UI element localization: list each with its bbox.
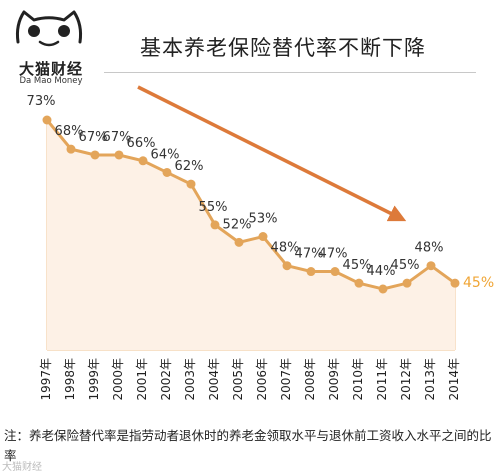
footnote: 注：养老保险替代率是指劳动者退休时的养老金领取水平与退休前工资收入水平之间的比率 bbox=[4, 428, 492, 463]
data-label: 67% bbox=[79, 130, 108, 145]
x-tick-label: 2010年 bbox=[351, 358, 365, 401]
data-label: 62% bbox=[175, 159, 204, 174]
value-labels: 73%68%67%67%66%64%62%55%52%53%48%47%47%4… bbox=[27, 94, 495, 291]
x-tick-label: 1999年 bbox=[87, 358, 101, 401]
data-point bbox=[42, 115, 52, 125]
x-tick-label: 1997年 bbox=[39, 358, 53, 401]
data-label: 45% bbox=[343, 258, 372, 273]
data-point bbox=[354, 278, 364, 288]
data-label: 47% bbox=[319, 247, 348, 262]
data-point bbox=[210, 220, 220, 230]
x-tick-label: 2006年 bbox=[255, 358, 269, 401]
brand-name: 大猫财经 bbox=[18, 60, 83, 78]
x-tick-label: 2013年 bbox=[423, 358, 437, 401]
data-point bbox=[282, 261, 292, 271]
data-label: 67% bbox=[103, 130, 132, 145]
data-point bbox=[66, 144, 76, 154]
data-point bbox=[234, 237, 244, 247]
area-fill bbox=[47, 120, 455, 350]
line-chart: 73%68%67%67%66%64%62%55%52%53%48%47%47%4… bbox=[27, 85, 495, 401]
data-point bbox=[114, 150, 124, 160]
trend-arrow bbox=[137, 85, 407, 222]
data-label: 47% bbox=[295, 247, 324, 262]
data-point bbox=[138, 156, 148, 166]
data-label: 44% bbox=[367, 264, 396, 279]
x-tick-labels: 1997年 1998年 1999年 2000年 2001年 2002年 2003年 2004年… bbox=[39, 358, 461, 401]
brand-name-en: Da Mao Money bbox=[19, 76, 83, 86]
x-tick-label: 2004年 bbox=[207, 358, 221, 401]
data-label: 53% bbox=[249, 212, 278, 227]
data-label: 45% bbox=[391, 258, 420, 273]
x-tick-label: 2014年 bbox=[447, 358, 461, 401]
x-tick-label: 2001年 bbox=[135, 358, 149, 401]
title-divider bbox=[104, 72, 476, 73]
chart-title: 基本养老保险替代率不断下降 bbox=[140, 36, 426, 60]
x-tick-label: 2008年 bbox=[303, 358, 317, 401]
data-point bbox=[186, 179, 196, 189]
data-point bbox=[450, 278, 460, 288]
data-point bbox=[306, 267, 316, 277]
data-point bbox=[330, 267, 340, 277]
x-tick-label: 2000年 bbox=[111, 358, 125, 401]
data-label: 48% bbox=[271, 241, 300, 256]
x-tick-label: 2012年 bbox=[399, 358, 413, 401]
data-label: 45% bbox=[463, 275, 494, 291]
watermark: 大猫财经 bbox=[2, 462, 42, 473]
data-point bbox=[162, 167, 172, 177]
data-label: 52% bbox=[223, 217, 252, 232]
data-label: 73% bbox=[27, 94, 56, 109]
x-tick-label: 1998年 bbox=[63, 358, 77, 401]
data-label: 66% bbox=[127, 136, 156, 151]
data-point bbox=[258, 232, 268, 242]
data-point bbox=[378, 284, 388, 294]
x-tick-label: 2011年 bbox=[375, 358, 389, 401]
x-tick-label: 2007年 bbox=[279, 358, 293, 401]
data-label: 48% bbox=[415, 241, 444, 256]
cat-logo-icon bbox=[16, 10, 82, 47]
markers bbox=[42, 115, 460, 294]
x-tick-label: 2003年 bbox=[183, 358, 197, 401]
data-label: 55% bbox=[199, 200, 228, 215]
data-point bbox=[402, 278, 412, 288]
data-point bbox=[90, 150, 100, 160]
x-tick-label: 2002年 bbox=[159, 358, 173, 401]
data-point bbox=[426, 261, 436, 271]
data-label: 68% bbox=[55, 124, 84, 139]
data-label: 64% bbox=[151, 147, 180, 162]
x-tick-label: 2009年 bbox=[327, 358, 341, 401]
x-tick-label: 2005年 bbox=[231, 358, 245, 401]
